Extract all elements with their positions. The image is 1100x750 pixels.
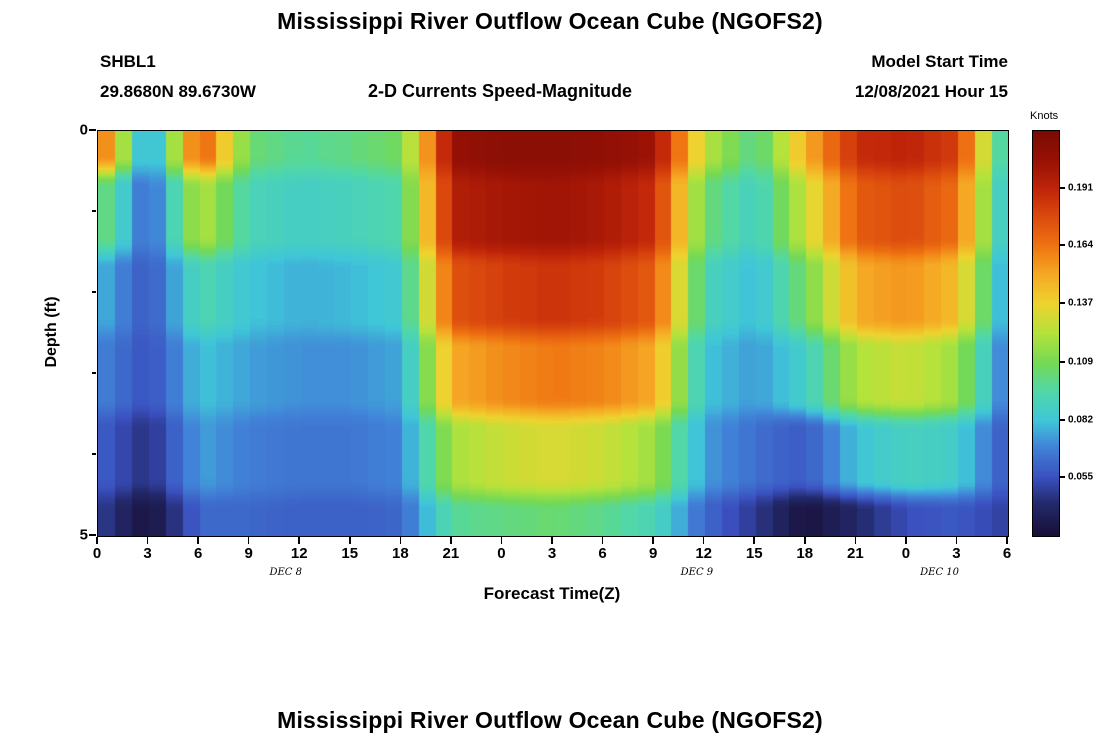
x-tick-mark bbox=[551, 536, 553, 544]
plot-subtitle: 2-D Currents Speed-Magnitude bbox=[367, 81, 633, 101]
x-tick-mark bbox=[298, 536, 300, 544]
x-tick-mark bbox=[601, 536, 604, 544]
y-tick-mark bbox=[91, 453, 96, 455]
colorbar-tick-label: 0.137 bbox=[1068, 297, 1094, 309]
x-tick-label: 15 bbox=[745, 545, 763, 562]
colorbar-units-label: Knots bbox=[1030, 110, 1059, 122]
x-tick-mark bbox=[1006, 536, 1008, 544]
x-tick-mark bbox=[804, 536, 806, 544]
x-tick-label: 3 bbox=[952, 545, 961, 562]
station-coords: 29.8680N 89.6730W bbox=[100, 82, 256, 101]
colorbar-tick-mark bbox=[1060, 244, 1065, 247]
y-tick-mark bbox=[91, 372, 96, 374]
colorbar-tick-mark bbox=[1060, 301, 1065, 304]
x-tick-mark bbox=[450, 536, 452, 544]
x-tick-mark bbox=[905, 536, 907, 544]
x-tick-label: 3 bbox=[547, 545, 557, 562]
x-date-label: DEC 10 bbox=[920, 567, 960, 578]
y-tick-label: 0 bbox=[79, 121, 88, 139]
x-tick-label: 12 bbox=[290, 545, 308, 562]
colorbar-canvas bbox=[1033, 131, 1059, 536]
colorbar bbox=[1032, 130, 1060, 537]
x-tick-label: 15 bbox=[341, 545, 359, 562]
heatmap-plot bbox=[97, 130, 1009, 537]
y-axis-title: Depth (ft) bbox=[43, 296, 60, 368]
x-tick-label: 21 bbox=[846, 545, 864, 562]
x-tick-label: 9 bbox=[244, 545, 253, 562]
colorbar-tick-mark bbox=[1060, 361, 1065, 364]
colorbar-tick-label: 0.055 bbox=[1068, 471, 1094, 483]
model-start-value: 12/08/2021 Hour 15 bbox=[854, 82, 1008, 101]
y-tick-label: 5 bbox=[79, 526, 88, 544]
x-tick-label: 9 bbox=[648, 545, 658, 562]
x-tick-mark bbox=[753, 536, 755, 544]
x-tick-label: 0 bbox=[92, 545, 102, 562]
x-tick-label: 6 bbox=[598, 545, 607, 562]
x-tick-label: 6 bbox=[1002, 545, 1012, 562]
y-tick-mark bbox=[91, 291, 96, 293]
heatmap-canvas bbox=[98, 131, 1008, 536]
x-tick-mark bbox=[955, 536, 958, 544]
y-tick-mark bbox=[88, 129, 96, 131]
colorbar-tick-mark bbox=[1060, 476, 1065, 479]
x-tick-label: 18 bbox=[796, 545, 814, 562]
colorbar-tick-mark bbox=[1060, 418, 1065, 421]
station-id: SHBL1 bbox=[100, 52, 156, 71]
x-tick-label: 12 bbox=[695, 545, 712, 562]
x-tick-mark bbox=[854, 536, 857, 544]
model-start-label: Model Start Time bbox=[871, 52, 1008, 71]
plot-title: Mississippi River Outflow Ocean Cube (NG… bbox=[277, 8, 823, 34]
x-tick-label: 21 bbox=[442, 545, 460, 562]
y-tick-mark bbox=[88, 534, 96, 536]
colorbar-tick-label: 0.082 bbox=[1068, 414, 1094, 426]
x-tick-mark bbox=[652, 536, 654, 544]
x-date-label: DEC 8 bbox=[269, 567, 302, 578]
x-tick-label: 6 bbox=[193, 545, 203, 562]
x-tick-mark bbox=[702, 536, 705, 544]
x-tick-label: 0 bbox=[901, 545, 911, 562]
x-tick-label: 3 bbox=[143, 545, 152, 562]
x-tick-label: 0 bbox=[497, 545, 506, 562]
x-tick-mark bbox=[146, 536, 149, 544]
x-tick-label: 18 bbox=[391, 545, 409, 562]
x-tick-mark bbox=[96, 536, 98, 544]
x-date-label: DEC 9 bbox=[680, 567, 714, 578]
colorbar-tick-mark bbox=[1060, 186, 1065, 189]
colorbar-tick-label: 0.109 bbox=[1068, 356, 1094, 368]
y-tick-mark bbox=[91, 210, 96, 212]
colorbar-tick-label: 0.164 bbox=[1068, 239, 1094, 251]
x-tick-mark bbox=[500, 536, 503, 544]
x-tick-mark bbox=[399, 536, 402, 544]
colorbar-tick-label: 0.191 bbox=[1068, 182, 1094, 194]
x-tick-mark bbox=[349, 536, 351, 544]
x-tick-mark bbox=[197, 536, 199, 544]
x-tick-mark bbox=[247, 536, 250, 544]
x-axis-title: Forecast Time(Z) bbox=[483, 584, 621, 603]
second-plot-title: Mississippi River Outflow Ocean Cube (NG… bbox=[277, 707, 823, 733]
